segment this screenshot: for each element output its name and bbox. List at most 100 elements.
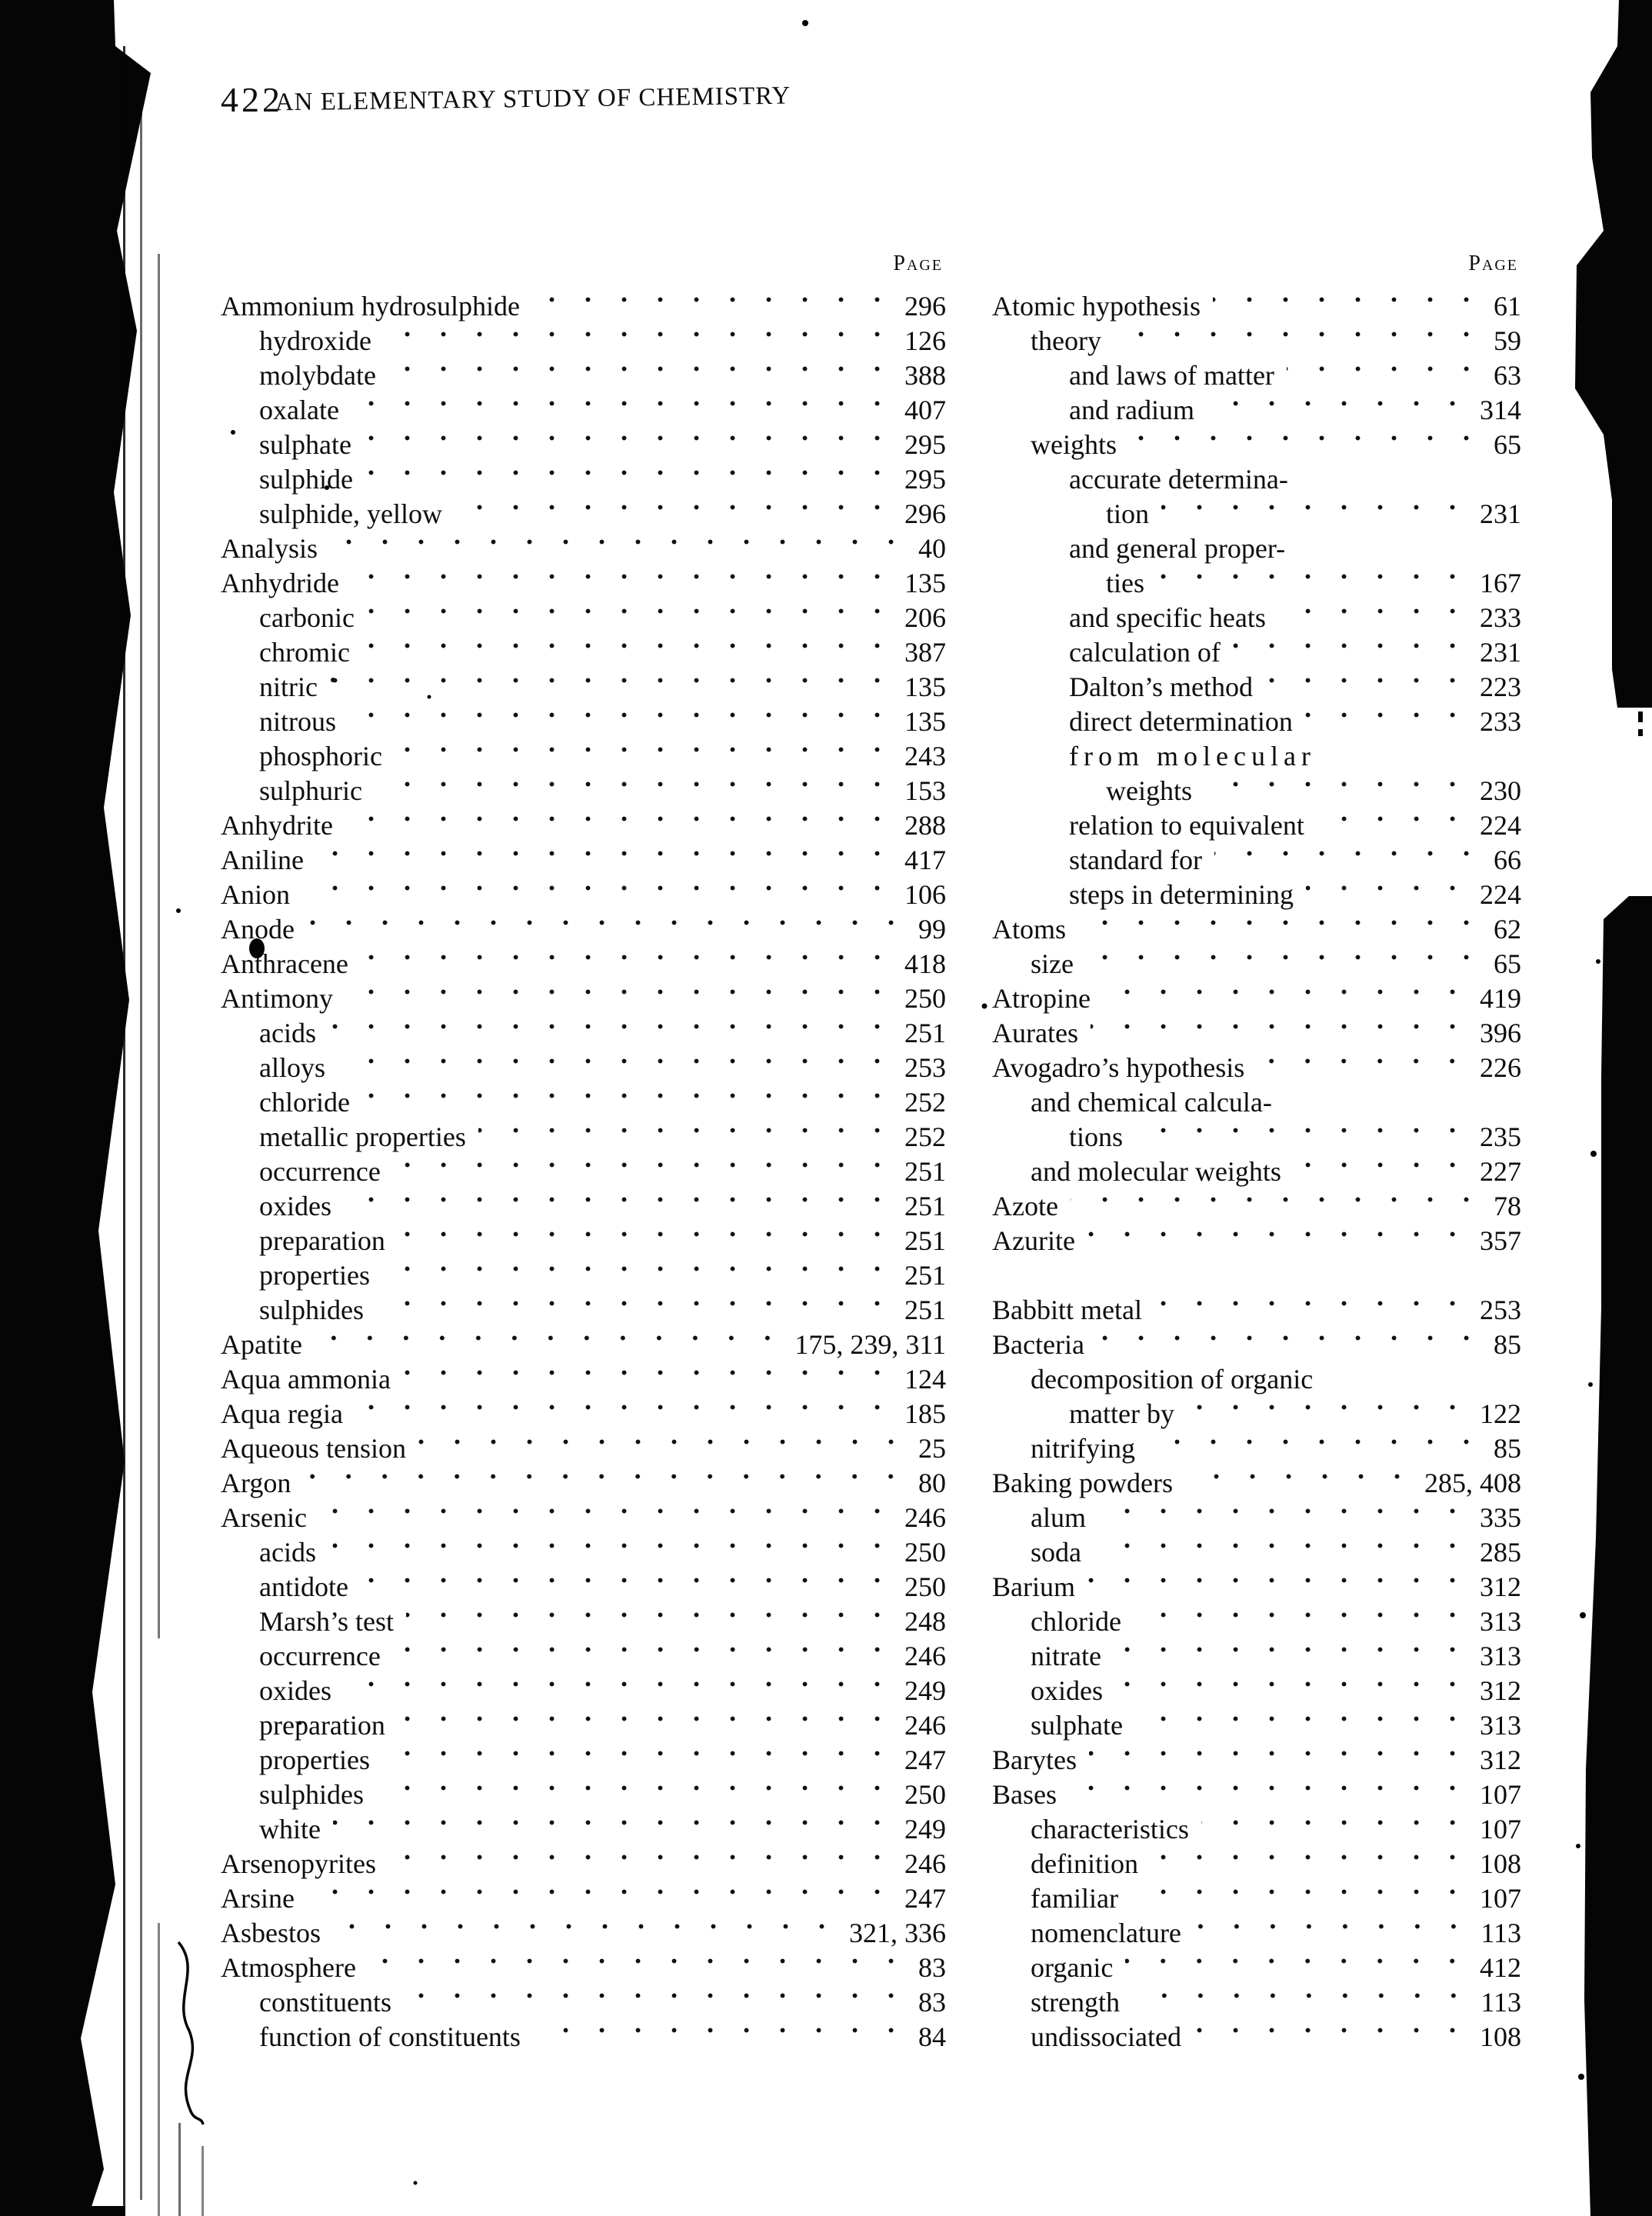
entry-page-number: 185 (904, 1398, 946, 1429)
entry-page-number: 84 (918, 2021, 946, 2052)
index-entry: organic 412 (992, 1951, 1521, 1985)
index-entry: Aurates 396 (992, 1016, 1521, 1051)
index-entry: Avogadro’s hypothesis 226 (992, 1051, 1521, 1085)
entry-page-number: 59 (1494, 325, 1521, 356)
index-entry: and chemical calcula- (992, 1085, 1521, 1120)
entry-label: Apatite (221, 1329, 302, 1360)
entry-label: steps in determining (1069, 879, 1294, 910)
index-entry: ties 167 (992, 566, 1521, 601)
index-entry: Asbestos 321, 336 (221, 1916, 946, 1951)
entry-page-number: 61 (1494, 291, 1521, 322)
entry-label: nitric (259, 671, 318, 702)
dot-leader (392, 1639, 900, 1674)
index-entry: and general proper- (992, 532, 1521, 566)
entry-page-number: 253 (1480, 1295, 1521, 1325)
dot-leader (332, 1812, 900, 1847)
entry-label: Anthracene (221, 948, 348, 979)
entry-page-number: 206 (904, 602, 946, 633)
dot-leader (328, 1535, 900, 1570)
dot-leader (1193, 2020, 1475, 2054)
entry-label: preparation (259, 1225, 385, 1256)
entry-label: Barytes (992, 1744, 1077, 1775)
dot-leader (365, 462, 900, 497)
dot-leader (1214, 843, 1489, 878)
index-entry: sulphide, yellow 296 (221, 497, 946, 532)
entry-label: Aniline (221, 845, 304, 875)
index-entry: and laws of matter 63 (992, 358, 1521, 393)
index-entry: Atoms 62 (992, 912, 1521, 947)
index-entry: Anion 106 (221, 878, 946, 912)
index-entry: nitrifying 85 (992, 1431, 1521, 1466)
entry-label: nomenclature (1031, 1918, 1181, 1948)
dot-leader (328, 1016, 900, 1051)
dot-leader (344, 1189, 900, 1224)
index-entry: weights 230 (992, 774, 1521, 808)
entry-page-number: 285, 408 (1424, 1468, 1521, 1498)
entry-label: standard for (1069, 845, 1202, 875)
page-title: AN ELEMENTARY STUDY OF CHEMISTRY (275, 82, 791, 117)
dot-leader (1193, 1916, 1477, 1951)
dot-leader (1305, 878, 1475, 912)
entry-page-number: 253 (904, 1052, 946, 1083)
index-entry: nomenclature 113 (992, 1916, 1521, 1951)
entry-page-number: 65 (1494, 429, 1521, 460)
dot-leader (1097, 1501, 1475, 1535)
dot-leader (1135, 1120, 1475, 1155)
entry-page-number: 296 (904, 291, 946, 322)
dot-leader (1115, 1674, 1475, 1708)
entry-page-number: 99 (918, 914, 946, 945)
index-entry: sulphate 295 (221, 428, 946, 462)
dot-leader (302, 878, 900, 912)
index-entry: Baking powders 285, 408 (992, 1466, 1521, 1501)
index-entry: Anhydride 135 (221, 566, 946, 601)
dot-leader (1125, 1951, 1475, 1985)
entry-page-number: 83 (918, 1987, 946, 2018)
entry-label: tion (1106, 498, 1150, 529)
page-column-header: Page (893, 252, 943, 275)
index-entry: tion 231 (992, 497, 1521, 532)
entry-page-number: 80 (918, 1468, 946, 1498)
dot-leader (388, 1847, 900, 1881)
entry-label: hydroxide (259, 325, 371, 356)
entry-label: sulphide (259, 464, 353, 495)
index-entry: relation to equivalent 224 (992, 808, 1521, 843)
dot-leader (363, 428, 900, 462)
entry-page-number: 124 (904, 1364, 946, 1395)
index-entry: Arsenic 246 (221, 1501, 946, 1535)
entry-page-number: 285 (1480, 1537, 1521, 1568)
entry-page-number: 106 (904, 879, 946, 910)
entry-page-number: 251 (904, 1225, 946, 1256)
entry-page-number: 108 (1480, 2021, 1521, 2052)
entry-page-number: 65 (1494, 948, 1521, 979)
page-column-header: Page (1468, 252, 1518, 275)
entry-label: Atmosphere (221, 1952, 356, 1983)
dot-leader (1157, 566, 1475, 601)
index-entry: sulphides 250 (221, 1778, 946, 1812)
index-entry: Arsine 247 (221, 1881, 946, 1916)
index-entry: constituents 83 (221, 1985, 946, 2020)
entry-label: Arsenic (221, 1502, 307, 1533)
dot-leader (1070, 1189, 1489, 1224)
entry-page-number: 227 (1480, 1156, 1521, 1187)
dot-leader (1264, 670, 1475, 705)
dot-leader (333, 1916, 844, 1951)
index-entry: occurrence 246 (221, 1639, 946, 1674)
entry-label: organic (1031, 1952, 1114, 1983)
entry-page-number: 419 (1480, 983, 1521, 1014)
entry-page-number: 248 (904, 1606, 946, 1637)
dot-leader (402, 1362, 900, 1397)
dot-leader (1316, 808, 1475, 843)
dot-leader (1088, 1743, 1475, 1778)
dot-leader (388, 358, 900, 393)
entry-label: alum (1031, 1502, 1086, 1533)
index-entry: characteristics 107 (992, 1812, 1521, 1847)
entry-label: Analysis (221, 533, 318, 564)
entry-label: alloys (259, 1052, 325, 1083)
index-entry: Bases 107 (992, 1778, 1521, 1812)
entry-label: phosphoric (259, 741, 382, 771)
entry-label: accurate determina- (1069, 464, 1288, 495)
entry-page-number: 113 (1480, 1918, 1521, 1948)
entry-page-number: 122 (1480, 1398, 1521, 1429)
entry-label: metallic properties (259, 1121, 466, 1152)
entry-label: weights (1106, 775, 1192, 806)
